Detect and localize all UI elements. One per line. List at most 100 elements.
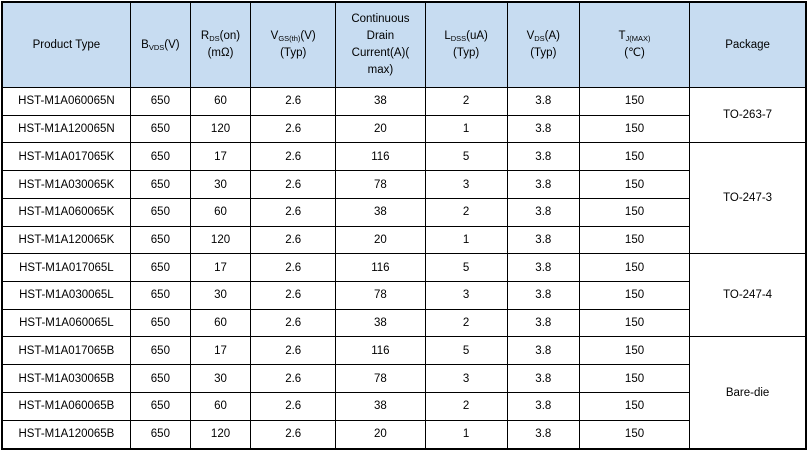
cell-tj-max: 150 [578,364,691,393]
table-row: HST-M1A060065L 650 60 2.6 38 2 3.8 150 [1,308,806,338]
column-header-continuous-drain-current: Continuous Drain Current(A)(max) [335,1,426,88]
cell-package: Bare-die [689,336,807,450]
cell-product-type: HST-M1A120065B [1,419,131,450]
cell-package: TO-247-4 [689,253,807,338]
cell-product-type: HST-M1A060065B [1,391,131,421]
cell-rds-on: 60 [189,391,252,421]
cell-rds-on: 60 [189,87,252,116]
cell-product-type: HST-M1A060065N [1,87,131,116]
cell-vgs-th: 2.6 [250,308,337,338]
header-text-line: BVDS(V) [141,38,180,52]
cell-product-type: HST-M1A030065L [1,281,131,310]
column-header-package: Package [689,1,807,88]
table-row: HST-M1A017065B 650 17 2.6 116 5 3.8 150 Bare-die [1,336,807,450]
cell-tj-max: 150 [578,114,691,144]
cell-continuous-drain-current: 78 [335,364,426,393]
cell-bvds: 650 [129,87,191,116]
cell-vgs-th: 2.6 [250,336,337,366]
cell-vds: 3.8 [506,114,580,144]
cell-vds: 3.8 [506,170,580,199]
header-text-line: Current(A)( [351,47,410,59]
header-text-line: (Typ) [530,47,557,59]
cell-vds: 3.8 [506,225,580,255]
cell-continuous-drain-current: 116 [335,253,426,283]
cell-product-type: HST-M1A017065L [1,253,131,283]
cell-rds-on: 30 [189,364,252,393]
cell-continuous-drain-current: 116 [335,336,426,366]
table-row: HST-M1A120065B 650 120 2.6 20 1 3.8 150 [1,419,806,450]
cell-rds-on: 60 [189,197,252,227]
column-header-product-type: Product Type [1,1,131,88]
cell-product-type: HST-M1A030065K [1,170,131,199]
table-row: HST-M1A017065K 650 17 2.6 116 5 3.8 150 TO-247-3 [1,142,807,255]
cell-vgs-th: 2.6 [250,364,337,393]
table-row: HST-M1A030065B 650 30 2.6 78 3 3.8 150 [1,364,806,393]
cell-continuous-drain-current: 38 [335,308,426,338]
cell-bvds: 650 [129,170,191,199]
cell-bvds: 650 [129,114,191,144]
cell-bvds: 650 [129,225,191,255]
cell-ldss: 1 [424,419,508,450]
cell-tj-max: 150 [578,197,691,227]
cell-continuous-drain-current: 20 [335,419,426,450]
table-row: HST-M1A120065N 650 120 2.6 20 1 3.8 150 [1,114,806,144]
cell-bvds: 650 [129,308,191,338]
header-text-line: (mΩ) [207,47,234,59]
header-row: Product Type BVDS(V) RDS(on) (mΩ) VGS(th)(V)… [1,1,807,88]
cell-tj-max: 150 [578,281,691,310]
column-header-ldss: LDSS(uA) (Typ) [424,1,508,88]
cell-vgs-th: 2.6 [250,197,337,227]
cell-tj-max: 150 [578,391,691,421]
cell-vgs-th: 2.6 [250,253,337,283]
cell-bvds: 650 [129,419,191,450]
cell-vds: 3.8 [506,364,580,393]
cell-continuous-drain-current: 38 [335,391,426,421]
cell-tj-max: 150 [578,225,691,255]
header-text-line: Continuous [351,13,410,25]
cell-ldss: 2 [424,391,508,421]
column-header-rds-on: RDS(on) (mΩ) [189,1,252,88]
header-text-line: VDS(A) [526,30,561,43]
header-text-line: Package [725,38,770,51]
cell-tj-max: 150 [578,308,691,338]
header-text-line: Product Type [32,38,101,51]
header-text-line: RDS(on) [200,30,241,43]
cell-bvds: 650 [129,281,191,310]
cell-package: TO-263-7 [689,86,807,144]
header-text-line: TJ(MAX) [618,30,651,43]
header-text-line: VGS(th)(V) [270,30,316,43]
cell-rds-on: 30 [189,170,252,199]
table-row: HST-M1A060065K 650 60 2.6 38 2 3.8 150 [1,197,806,227]
cell-ldss: 2 [424,87,508,116]
cell-continuous-drain-current: 38 [335,87,426,116]
cell-bvds: 650 [129,197,191,227]
cell-tj-max: 150 [578,336,691,366]
cell-package: TO-247-3 [689,142,807,255]
cell-vgs-th: 2.6 [250,114,337,144]
header-text-line: (Typ) [280,47,307,59]
cell-continuous-drain-current: 38 [335,197,426,227]
cell-vgs-th: 2.6 [250,391,337,421]
cell-ldss: 5 [424,336,508,366]
cell-continuous-drain-current: 78 [335,281,426,310]
header-text-line: (Typ) [453,47,480,59]
cell-ldss: 1 [424,114,508,144]
cell-vds: 3.8 [506,281,580,310]
cell-ldss: 3 [424,281,508,310]
cell-vds: 3.8 [506,308,580,338]
cell-vds: 3.8 [506,419,580,450]
cell-tj-max: 150 [578,142,691,172]
cell-product-type: HST-M1A060065K [1,197,131,227]
cell-rds-on: 17 [189,253,252,283]
cell-bvds: 650 [129,253,191,283]
cell-ldss: 3 [424,364,508,393]
cell-ldss: 2 [424,197,508,227]
cell-vds: 3.8 [506,87,580,116]
column-header-vds: VDS(A) (Typ) [506,1,580,88]
header-text-line: max) [367,64,394,76]
cell-rds-on: 17 [189,142,252,172]
header-text-line: LDSS(uA) [444,30,488,43]
cell-product-type: HST-M1A017065K [1,142,131,172]
